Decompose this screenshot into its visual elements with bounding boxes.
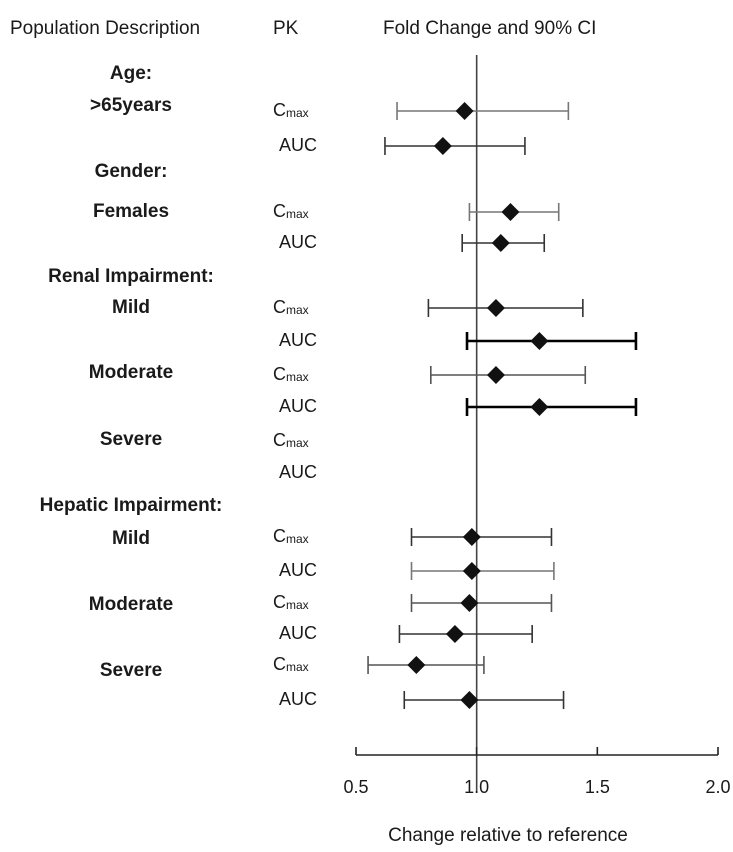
pk-label-cmax: Cmax bbox=[273, 364, 309, 384]
pk-label-auc: AUC bbox=[279, 462, 317, 482]
point-estimate-diamond bbox=[462, 562, 481, 580]
group-label: Moderate bbox=[89, 594, 173, 615]
point-estimate-diamond bbox=[407, 656, 426, 674]
group-label: Females bbox=[93, 201, 169, 222]
header-pk: PK bbox=[273, 18, 299, 39]
header-population-description: Population Description bbox=[10, 18, 200, 39]
pk-label-cmax: Cmax bbox=[273, 297, 309, 317]
point-estimate-diamond bbox=[486, 299, 505, 317]
point-estimate-diamond bbox=[530, 332, 549, 350]
pk-label-cmax: Cmax bbox=[273, 654, 309, 674]
group-label: Mild bbox=[112, 297, 150, 318]
group-label: >65years bbox=[90, 95, 172, 116]
group-label: Moderate bbox=[89, 362, 173, 383]
pk-label-auc: AUC bbox=[279, 560, 317, 580]
pk-label-auc: AUC bbox=[279, 135, 317, 155]
group-label: Hepatic Impairment: bbox=[40, 495, 223, 516]
group-label: Mild bbox=[112, 528, 150, 549]
point-estimate-diamond bbox=[460, 594, 479, 612]
group-label: Gender: bbox=[95, 161, 168, 182]
pk-label-auc: AUC bbox=[279, 623, 317, 643]
pk-label-auc: AUC bbox=[279, 330, 317, 350]
point-estimate-diamond bbox=[445, 625, 464, 643]
pk-label-cmax: Cmax bbox=[273, 201, 309, 221]
group-label: Age: bbox=[110, 63, 152, 84]
point-estimate-diamond bbox=[462, 528, 481, 546]
group-label: Severe bbox=[100, 660, 162, 681]
pk-label-cmax: Cmax bbox=[273, 100, 309, 120]
point-estimate-diamond bbox=[486, 366, 505, 384]
group-label: Renal Impairment: bbox=[48, 266, 214, 287]
header-fold-change: Fold Change and 90% CI bbox=[383, 18, 596, 39]
point-estimate-diamond bbox=[501, 203, 520, 221]
x-axis-label: Change relative to reference bbox=[388, 825, 628, 846]
x-tick-label: 1.5 bbox=[585, 777, 610, 797]
pk-label-auc: AUC bbox=[279, 689, 317, 709]
point-estimate-diamond bbox=[491, 234, 510, 252]
pk-label-auc: AUC bbox=[279, 396, 317, 416]
x-tick-label: 1.0 bbox=[464, 777, 489, 797]
point-estimate-diamond bbox=[433, 137, 452, 155]
point-estimate-diamond bbox=[460, 691, 479, 709]
point-estimate-diamond bbox=[455, 102, 474, 120]
group-label: Severe bbox=[100, 429, 162, 450]
pk-label-auc: AUC bbox=[279, 232, 317, 252]
pk-label-cmax: Cmax bbox=[273, 592, 309, 612]
x-tick-label: 0.5 bbox=[343, 777, 368, 797]
pk-label-cmax: Cmax bbox=[273, 430, 309, 450]
x-tick-label: 2.0 bbox=[705, 777, 730, 797]
pk-label-cmax: Cmax bbox=[273, 526, 309, 546]
point-estimate-diamond bbox=[530, 398, 549, 416]
plot-area: 0.5 1.0 1.5 2.0 Age: >65years Cmax AUC Gender: Fe… bbox=[40, 55, 731, 797]
